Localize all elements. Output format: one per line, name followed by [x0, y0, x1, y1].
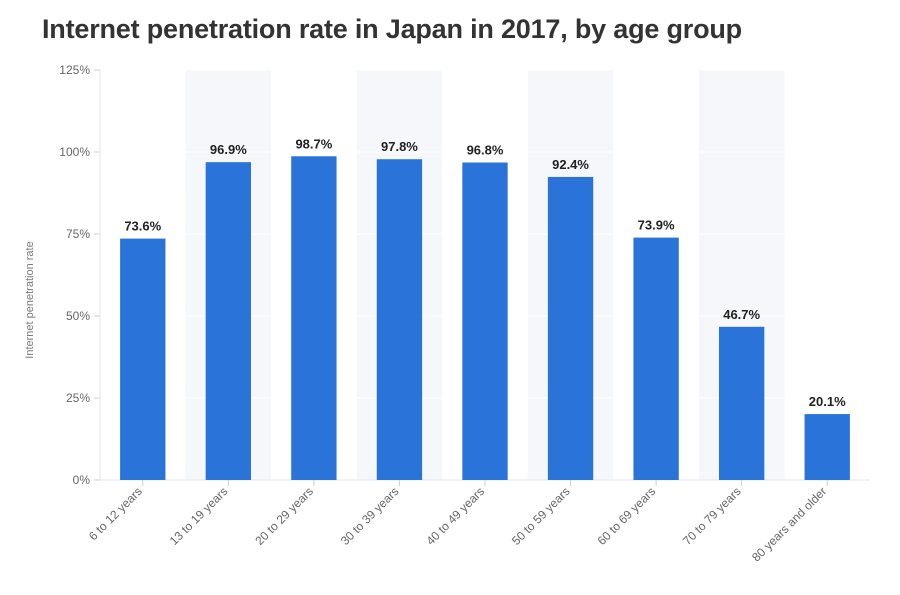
- bar: [719, 327, 764, 480]
- ytick-label: 0%: [73, 473, 91, 487]
- bar-value-label: 92.4%: [552, 157, 589, 172]
- bar: [633, 238, 678, 480]
- bar-value-label: 96.9%: [210, 142, 247, 157]
- xtick-label: 13 to 19 years: [167, 484, 231, 548]
- xtick-label: 50 to 59 years: [509, 484, 573, 548]
- xtick-label: 80 years and older: [749, 484, 829, 564]
- bar-chart: 0% 25% 50% 75% 100% 125% 73.6% 6 to 12 years 96.…: [0, 0, 900, 595]
- bar: [206, 162, 251, 480]
- xtick-label: 6 to 12 years: [86, 484, 145, 543]
- xtick-label: 40 to 49 years: [423, 484, 487, 548]
- bar: [120, 239, 165, 480]
- bar-value-label: 46.7%: [723, 307, 760, 322]
- xtick-label: 30 to 39 years: [338, 484, 402, 548]
- xtick-label: 70 to 79 years: [680, 484, 744, 548]
- bar: [548, 177, 593, 480]
- chart-container: 0% 25% 50% 75% 100% 125% 73.6% 6 to 12 years 96.…: [0, 0, 900, 595]
- xtick-label: 60 to 69 years: [595, 484, 659, 548]
- bar: [462, 162, 507, 480]
- bar-value-label: 98.7%: [295, 136, 332, 151]
- ytick-label: 125%: [59, 63, 90, 77]
- bar-value-label: 73.6%: [124, 219, 161, 234]
- ytick-label: 75%: [66, 227, 90, 241]
- bar: [291, 156, 336, 480]
- xtick-label: 20 to 29 years: [252, 484, 316, 548]
- bar: [377, 159, 422, 480]
- bar: [805, 414, 850, 480]
- bar-value-label: 20.1%: [809, 394, 846, 409]
- bar-value-label: 96.8%: [467, 142, 504, 157]
- ytick-label: 25%: [66, 391, 90, 405]
- ytick-label: 100%: [59, 145, 90, 159]
- bar-value-label: 73.9%: [638, 218, 675, 233]
- bar-value-label: 97.8%: [381, 139, 418, 154]
- ytick-label: 50%: [66, 309, 90, 323]
